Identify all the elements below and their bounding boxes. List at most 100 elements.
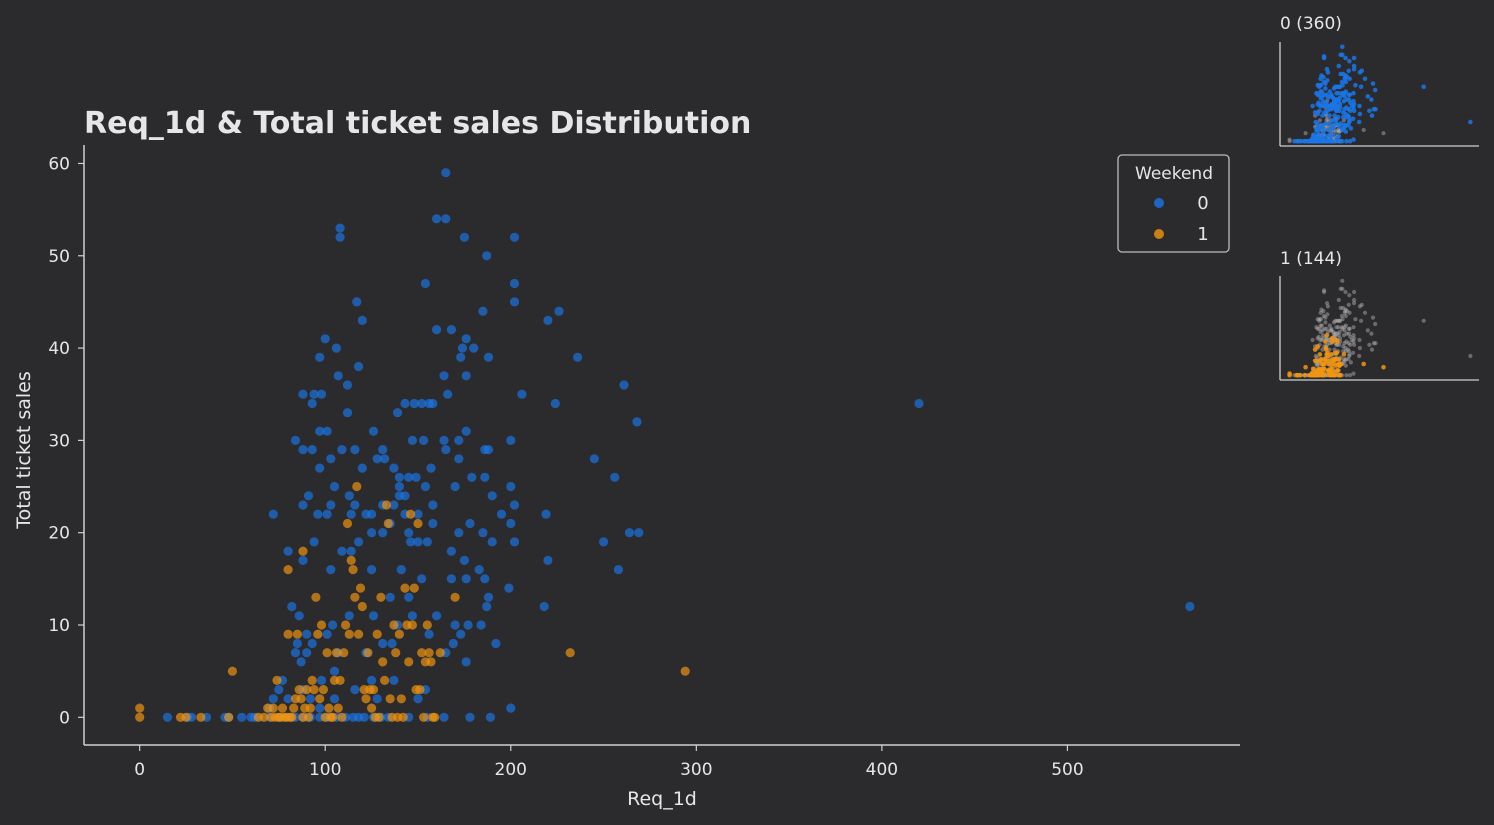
data-point-weekend-1 <box>400 583 410 593</box>
data-point-weekend-0 <box>422 537 432 547</box>
mini-point-other <box>1338 318 1343 323</box>
mini-point-highlight <box>1332 372 1338 378</box>
data-point-weekend-0 <box>326 565 336 575</box>
mini-point-other <box>1343 349 1348 354</box>
x-axis-label: Req_1d <box>627 788 697 810</box>
mini-point-highlight <box>1335 339 1340 344</box>
mini-point-other <box>1339 313 1345 319</box>
mini-point-highlight <box>1312 347 1318 352</box>
mini-point-other <box>1327 347 1332 352</box>
data-point-weekend-1 <box>450 592 460 602</box>
mini-point-highlight <box>1330 339 1335 344</box>
data-point-weekend-1 <box>380 675 390 686</box>
data-point-weekend-1 <box>355 583 366 593</box>
data-point-weekend-0 <box>368 611 379 621</box>
mini-point-other <box>1343 313 1348 319</box>
data-point-weekend-0 <box>463 620 473 630</box>
data-point-weekend-1 <box>354 629 364 639</box>
data-point-weekend-0 <box>461 426 471 436</box>
data-point-weekend-0 <box>454 528 464 538</box>
mini-point-highlight <box>1347 76 1352 82</box>
data-point-weekend-1 <box>385 694 395 704</box>
data-point-weekend-1 <box>337 712 347 722</box>
mini-point-highlight <box>1317 84 1322 90</box>
mini-point-other <box>1347 373 1353 378</box>
data-point-weekend-0 <box>283 694 293 704</box>
data-point-weekend-1 <box>346 555 356 566</box>
data-point-weekend-0 <box>322 629 332 639</box>
data-point-weekend-0 <box>309 537 319 547</box>
mini-point-highlight <box>1325 70 1331 75</box>
data-point-weekend-0 <box>342 408 353 418</box>
data-point-weekend-1 <box>352 481 362 492</box>
data-point-weekend-1 <box>344 629 354 639</box>
mini-point-highlight <box>1315 129 1320 134</box>
legend-label-0: 0 <box>1197 193 1208 214</box>
data-point-weekend-0 <box>389 500 399 510</box>
mini-point-highlight <box>1336 63 1342 69</box>
data-point-weekend-0 <box>333 371 343 381</box>
mini-point-highlight <box>1351 108 1357 114</box>
data-point-weekend-1 <box>374 712 384 722</box>
data-point-weekend-0 <box>432 325 442 335</box>
data-point-weekend-1 <box>268 703 278 713</box>
mini-point-other <box>1357 353 1362 359</box>
mini-point-other <box>1351 325 1356 330</box>
data-point-weekend-1 <box>363 648 373 658</box>
data-point-weekend-0 <box>292 638 302 649</box>
data-point-weekend-0 <box>417 398 427 409</box>
data-point-weekend-1 <box>430 712 440 722</box>
data-point-weekend-0 <box>404 528 414 538</box>
data-point-weekend-0 <box>393 408 403 418</box>
data-point-weekend-1 <box>391 648 401 658</box>
data-point-weekend-0 <box>461 334 471 344</box>
mini-point-highlight <box>1348 126 1354 131</box>
data-point-weekend-0 <box>632 417 642 427</box>
data-point-weekend-0 <box>1185 601 1195 612</box>
mini-point-highlight <box>1373 106 1378 112</box>
mini-point-other <box>1347 310 1352 315</box>
x-tick-label: 0 <box>134 760 145 780</box>
mini-point-highlight <box>1353 82 1358 88</box>
data-point-weekend-0 <box>287 601 297 612</box>
mini-point-other <box>1351 333 1356 338</box>
mini-point-other <box>1352 297 1357 303</box>
mini-point-other <box>1310 337 1315 343</box>
data-point-weekend-1 <box>342 518 353 529</box>
mini-point-highlight <box>1362 76 1368 82</box>
data-point-weekend-0 <box>454 435 464 445</box>
data-point-weekend-1 <box>376 592 386 602</box>
mini-point-highlight <box>1295 138 1301 144</box>
data-point-weekend-0 <box>337 445 347 455</box>
mini-point-other <box>1373 321 1378 327</box>
mini-point-highlight <box>1317 103 1323 109</box>
data-point-weekend-1 <box>322 648 332 658</box>
mini-point-highlight <box>1343 89 1349 94</box>
data-point-weekend-0 <box>290 435 301 445</box>
mini-point-highlight <box>1317 352 1323 357</box>
data-point-weekend-0 <box>246 712 256 722</box>
data-point-weekend-0 <box>342 380 353 390</box>
data-point-weekend-0 <box>372 454 382 464</box>
data-point-weekend-0 <box>316 675 327 686</box>
data-point-weekend-0 <box>419 435 429 445</box>
data-point-weekend-0 <box>487 537 497 547</box>
mini-point-other <box>1468 353 1473 359</box>
mini-point-other <box>1347 293 1352 298</box>
mini-point-highlight <box>1351 66 1357 72</box>
data-point-weekend-0 <box>509 278 520 289</box>
data-point-weekend-0 <box>354 537 364 547</box>
mini-point-highlight <box>1381 364 1386 370</box>
mini-point-other <box>1327 323 1332 328</box>
mini-point-other <box>1317 118 1322 123</box>
data-point-weekend-0 <box>467 472 477 482</box>
mini-point-highlight <box>1351 137 1356 142</box>
data-point-weekend-1 <box>368 685 379 695</box>
data-point-weekend-0 <box>378 638 388 649</box>
data-point-weekend-1 <box>372 629 382 639</box>
data-point-weekend-0 <box>420 278 430 289</box>
mini-point-other <box>1343 289 1348 295</box>
data-point-weekend-0 <box>302 648 312 658</box>
